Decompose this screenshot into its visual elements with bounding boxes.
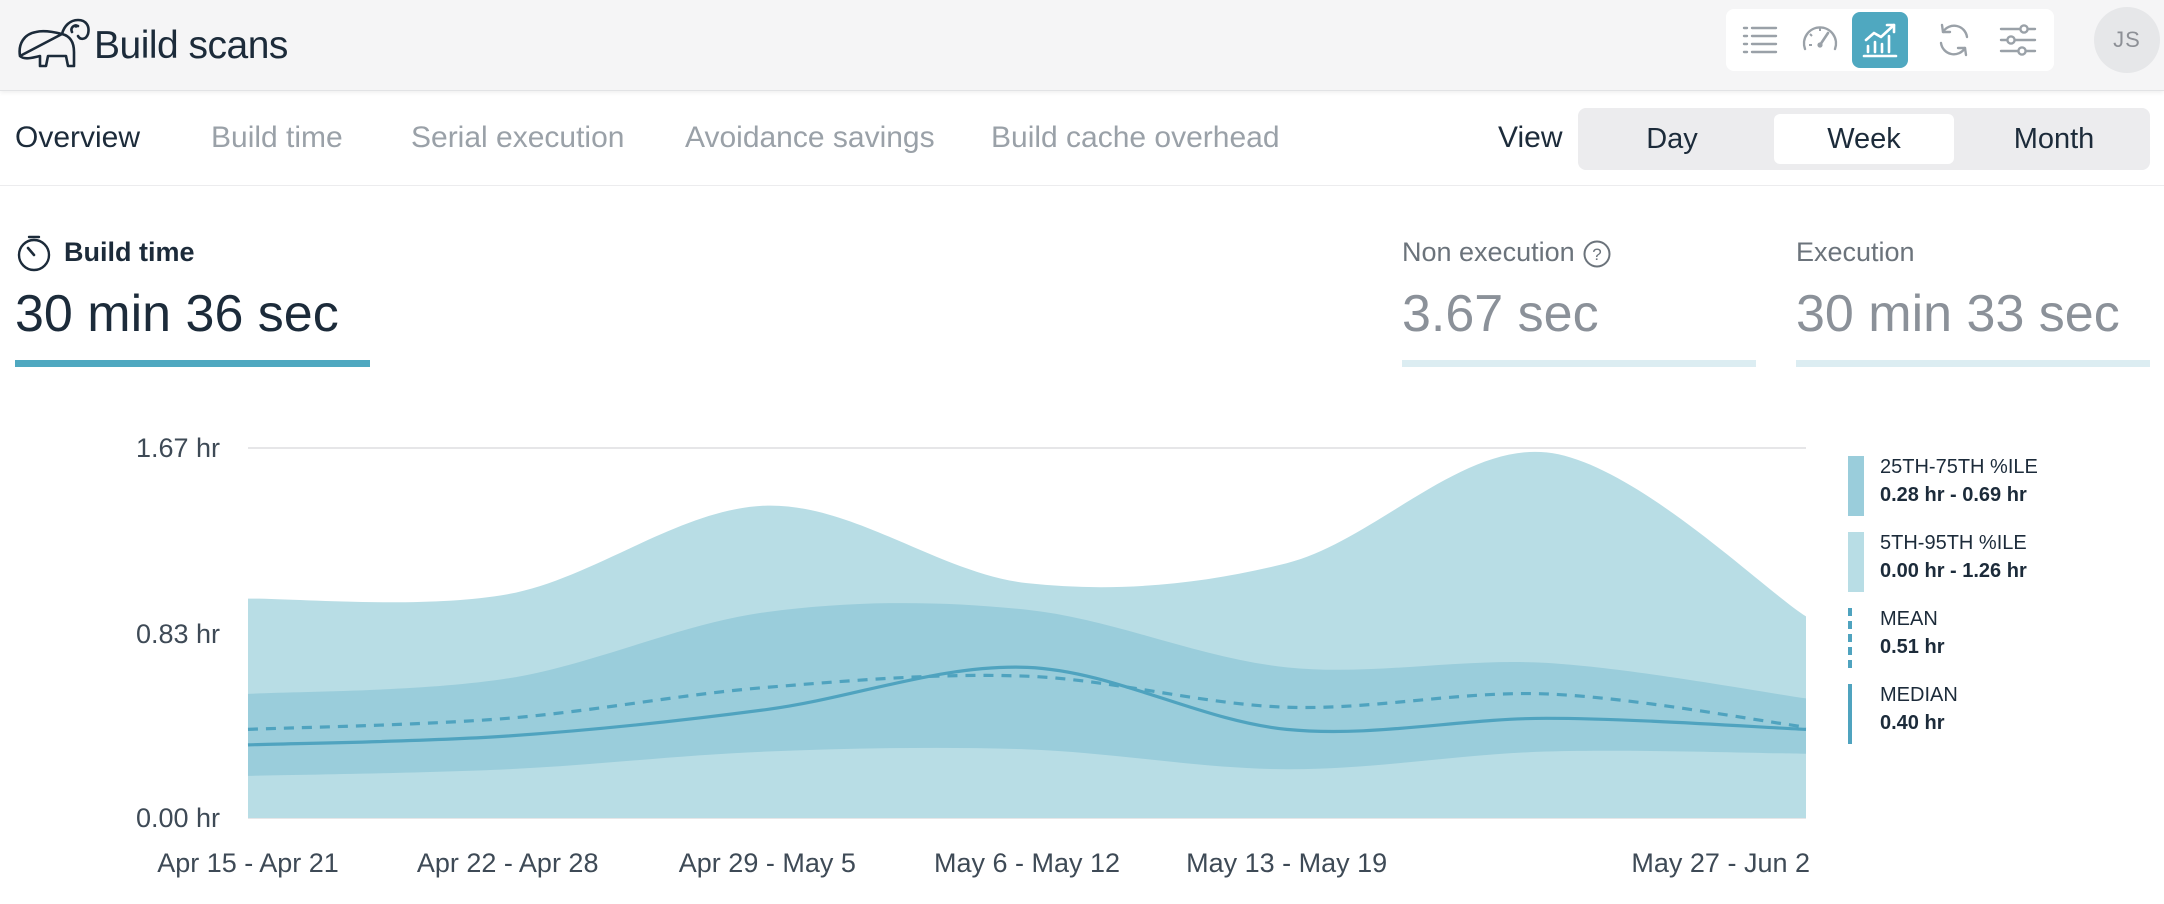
build-time-bar[interactable] — [15, 360, 370, 367]
refresh-icon — [1939, 23, 1969, 57]
legend-value: 0.40 hr — [1880, 712, 1945, 734]
x-tick-label: Apr 22 - Apr 28 — [417, 848, 599, 878]
trend-chart-icon — [1862, 23, 1898, 58]
tabs-row: Overview Build time Serial execution Avo… — [0, 91, 2164, 186]
legend-title: MEDIAN — [1880, 684, 1958, 706]
help-icon[interactable]: ? — [1582, 239, 1612, 269]
tab-build-cache-overhead[interactable]: Build cache overhead — [991, 121, 1280, 154]
app-title[interactable]: Build scans — [94, 24, 288, 67]
non-execution-value: 3.67 sec — [1402, 285, 1599, 343]
non-execution-label: Non execution — [1402, 237, 1575, 267]
view-period-selector: Day Week Month — [1578, 108, 2150, 170]
y-tick-label: 0.83 hr — [136, 619, 220, 649]
x-tick-label: May 27 - Jun 2 — [1631, 848, 1810, 878]
legend-value: 0.51 hr — [1880, 636, 1945, 658]
band-25-75-percentile — [248, 603, 1806, 776]
legend-swatch-outer — [1848, 532, 1864, 592]
legend-value: 0.00 hr - 1.26 hr — [1880, 560, 2027, 582]
build-time-label: Build time — [64, 237, 195, 267]
execution-bar[interactable] — [1796, 360, 2150, 367]
execution-label: Execution — [1796, 237, 1915, 267]
legend-title: 5TH-95TH %ILE — [1880, 532, 2027, 554]
tab-overview[interactable]: Overview — [15, 121, 141, 154]
gradle-elephant-logo-icon[interactable] — [14, 12, 90, 72]
top-bar: Build scans — [0, 0, 2164, 91]
view-week-button[interactable]: Week — [1774, 114, 1954, 164]
x-tick-label: Apr 29 - May 5 — [679, 848, 856, 878]
legend-title: MEAN — [1880, 608, 1938, 630]
sliders-icon — [1999, 24, 2037, 56]
view-day-button[interactable]: Day — [1646, 122, 1698, 155]
view-label: View — [1498, 121, 1563, 154]
stopwatch-icon — [17, 235, 51, 272]
x-tick-label: May 13 - May 19 — [1186, 848, 1387, 878]
tab-build-time[interactable]: Build time — [211, 121, 343, 154]
trends-button[interactable] — [1852, 12, 1908, 68]
y-tick-label: 1.67 hr — [136, 433, 220, 463]
settings-button[interactable] — [1990, 12, 2046, 68]
view-toolbar — [1726, 9, 2054, 71]
legend-swatch-inner — [1848, 456, 1864, 516]
gauge-icon — [1802, 26, 1838, 51]
x-tick-label: Apr 15 - Apr 21 — [157, 848, 339, 878]
build-time-value: 30 min 36 sec — [15, 285, 339, 343]
user-avatar[interactable]: JS — [2094, 7, 2160, 73]
y-tick-label: 0.00 hr — [136, 803, 220, 833]
legend-value: 0.28 hr - 0.69 hr — [1880, 484, 2027, 506]
legend-title: 25TH-75TH %ILE — [1880, 456, 2038, 478]
svg-text:?: ? — [1592, 245, 1601, 264]
list-icon — [1742, 26, 1778, 54]
performance-button[interactable] — [1792, 12, 1848, 68]
build-time-trend-chart: 1.67 hr 0.83 hr 0.00 hr Apr 15 - Apr 21 Apr … — [136, 433, 1810, 878]
x-tick-label: May 6 - May 12 — [934, 848, 1120, 878]
non-execution-bar[interactable] — [1402, 360, 1756, 367]
legend-swatch-solid — [1848, 684, 1852, 744]
tab-avoidance-savings[interactable]: Avoidance savings — [685, 121, 935, 154]
refresh-button[interactable] — [1926, 12, 1982, 68]
view-month-button[interactable]: Month — [2013, 122, 2095, 155]
execution-value: 30 min 33 sec — [1796, 285, 2120, 343]
legend-swatch-dashed — [1848, 608, 1852, 668]
tab-serial-execution[interactable]: Serial execution — [411, 121, 625, 154]
list-view-button[interactable] — [1732, 12, 1788, 68]
